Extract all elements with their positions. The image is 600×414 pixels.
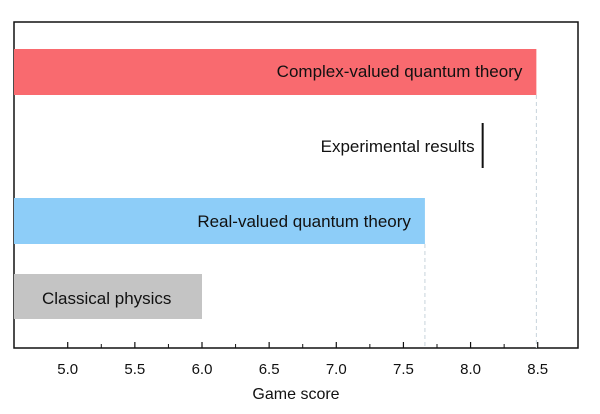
bar-label-2: Real-valued quantum theory [197,212,411,231]
bar-1 [14,49,537,95]
experimental-results-label: Experimental results [321,137,475,156]
x-tick-label-7: 8.0 [460,361,481,378]
bar-3 [14,274,202,319]
bar-2 [14,198,425,244]
bar-label-3: Classical physics [42,289,171,308]
x-tick-label-6: 7.5 [393,361,414,378]
x-tick-label-8: 8.5 [527,361,548,378]
bar-label-1: Complex-valued quantum theory [277,62,523,81]
x-tick-label-2: 5.5 [124,361,145,378]
reference-lines-layer [424,95,537,348]
x-tick-label-5: 7.0 [326,361,347,378]
x-tick-label-4: 6.5 [259,361,280,378]
annotation-layer: Experimental results [321,123,484,168]
x-axis-label: Game score [252,386,339,403]
x-tick-label-3: 6.0 [192,361,213,378]
ticks-layer: 5.0 5.5 6.0 6.5 7.0 7.5 8.0 8.5 [57,342,548,378]
bars-layer: Complex-valued quantum theory Real-valued… [14,49,537,319]
x-tick-label-1: 5.0 [57,361,78,378]
